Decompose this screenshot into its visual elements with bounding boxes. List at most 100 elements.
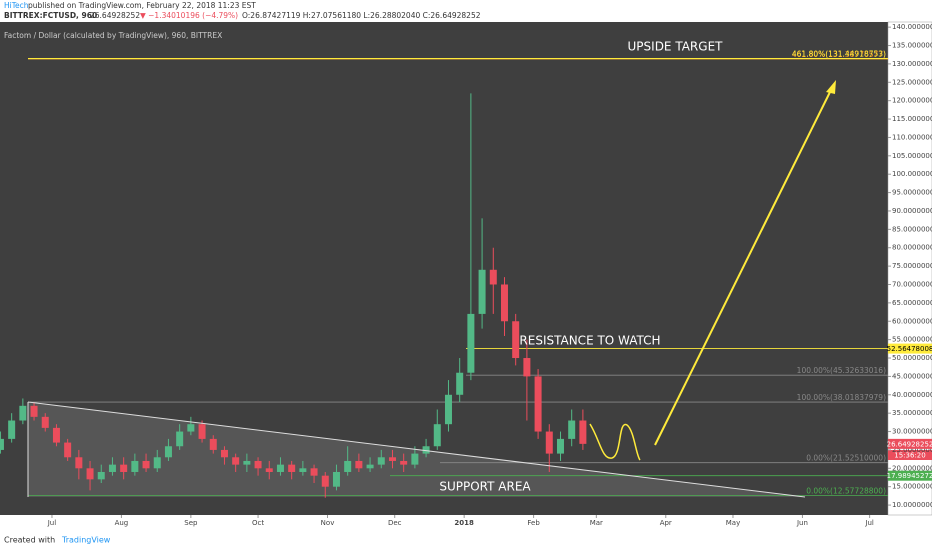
candle-body — [176, 431, 184, 447]
x-tick-label: Sep — [184, 519, 198, 527]
candle-body — [187, 424, 195, 432]
price-tag-label: 17.98945272 — [887, 472, 932, 480]
candle-body — [411, 453, 419, 465]
x-tick-label: Feb — [527, 519, 540, 527]
level-label: 100.00%(38.01837979) — [797, 393, 886, 402]
candle-body — [433, 424, 441, 447]
countdown: 15:36:20 — [894, 452, 925, 460]
chart-title: Factom / Dollar (calculated by TradingVi… — [4, 31, 222, 40]
candle-body — [400, 460, 408, 465]
candle-body — [254, 460, 262, 469]
published: published on TradingView.com, February 2… — [28, 1, 256, 10]
y-tick-label: 100.00000000 — [892, 170, 932, 178]
candle-body — [299, 468, 307, 472]
x-tick-label: Jun — [796, 519, 808, 527]
candle-body — [534, 376, 542, 432]
candle-body — [86, 468, 94, 480]
candle-body — [388, 457, 396, 461]
y-tick-label: 45.00000000 — [892, 372, 932, 380]
candle-body — [220, 449, 228, 458]
change: ▼ −1.34010196 (−4.79%) — [140, 11, 238, 20]
y-tick-label: 80.00000000 — [892, 244, 932, 252]
x-tick-label: Jul — [864, 519, 874, 527]
x-tick-label: May — [726, 519, 740, 527]
x-tick-label: Jul — [47, 519, 57, 527]
y-tick-label: 70.00000000 — [892, 280, 932, 288]
y-tick-label: 135.00000000 — [892, 42, 932, 50]
annotation: SUPPORT AREA — [439, 480, 531, 494]
candle-body — [64, 442, 72, 458]
price-tag — [888, 343, 932, 354]
y-tick-label: 20.00000000 — [892, 464, 932, 472]
candle-body — [232, 457, 240, 465]
symbol: BITTREX:FCTUSD, 960 — [4, 11, 97, 20]
candle-body — [19, 405, 27, 421]
x-tick-label: Aug — [115, 519, 129, 527]
candle-body — [489, 269, 497, 285]
y-tick-label: 65.00000000 — [892, 299, 932, 307]
projection-arrow — [654, 87, 833, 446]
y-tick-label: 110.00000000 — [892, 133, 932, 141]
y-tick-label: 50.00000000 — [892, 354, 932, 362]
candle-body — [377, 457, 385, 465]
candle-body — [366, 464, 374, 469]
candle-body — [131, 460, 139, 472]
level-label: 100.00%(45.32633016) — [797, 366, 886, 375]
y-tick-label: 60.00000000 — [892, 317, 932, 325]
price-tag — [888, 470, 932, 481]
candle-body — [108, 464, 116, 472]
y-tick-label: 130.00000000 — [892, 60, 932, 68]
price-tag-label: 52.56478008 — [887, 345, 932, 353]
y-tick-label: 85.00000000 — [892, 225, 932, 233]
candle-body — [579, 420, 587, 444]
y-tick-label: 30.00000000 — [892, 428, 932, 436]
y-tick-label: 15.00000000 — [892, 483, 932, 491]
annotation: UPSIDE TARGET — [628, 40, 724, 54]
author[interactable]: HiTech — [4, 1, 29, 10]
candle-body — [120, 464, 128, 472]
candle-body — [243, 460, 251, 465]
x-tick-label: 2018 — [454, 519, 474, 527]
level-label: 0.00%(21.52510000) — [806, 454, 886, 463]
footer-brand[interactable]: TradingView — [61, 536, 111, 545]
y-tick-label: 25.00000000 — [892, 446, 932, 454]
price-axis — [887, 21, 932, 516]
y-tick-label: 10.00000000 — [892, 501, 932, 509]
candle-body — [500, 284, 508, 322]
projection-curve — [589, 423, 641, 461]
candle-body — [209, 438, 217, 450]
candle-body — [142, 460, 150, 469]
candle-body — [41, 416, 49, 428]
candle-body — [321, 475, 329, 487]
candle-body — [265, 468, 273, 472]
arrow-head — [826, 80, 836, 94]
level-label: 0.00%(12.57728800) — [806, 487, 886, 496]
x-tick-label: Oct — [252, 519, 264, 527]
candle-body — [332, 471, 340, 487]
price: 26.64928252 — [90, 11, 140, 20]
y-tick-label: 40.00000000 — [892, 391, 932, 399]
annotation: RESISTANCE TO WATCH — [519, 334, 660, 348]
y-tick-label: 120.00000000 — [892, 97, 932, 105]
candle-body — [276, 464, 284, 472]
candle-body — [344, 460, 352, 472]
candle-body — [30, 405, 38, 417]
y-tick-label: 105.00000000 — [892, 152, 932, 160]
countdown-box — [888, 450, 932, 460]
ohlc: O:26.87427119 H:27.07561180 L:26.2880204… — [242, 11, 481, 20]
candle-body — [467, 313, 475, 373]
footer-created: Created with — [4, 536, 55, 545]
candle-body — [153, 457, 161, 469]
level-label: 461.80%(131.44918753) — [792, 50, 886, 59]
y-tick-label: 90.00000000 — [892, 207, 932, 215]
candle-body — [456, 372, 464, 395]
candle-body — [0, 438, 4, 450]
x-tick-label: Nov — [321, 519, 335, 527]
y-tick-label: 55.00000000 — [892, 336, 932, 344]
candle-body — [164, 446, 172, 458]
candle-body — [523, 358, 531, 377]
candle-body — [288, 464, 296, 472]
candle-body — [310, 468, 318, 476]
